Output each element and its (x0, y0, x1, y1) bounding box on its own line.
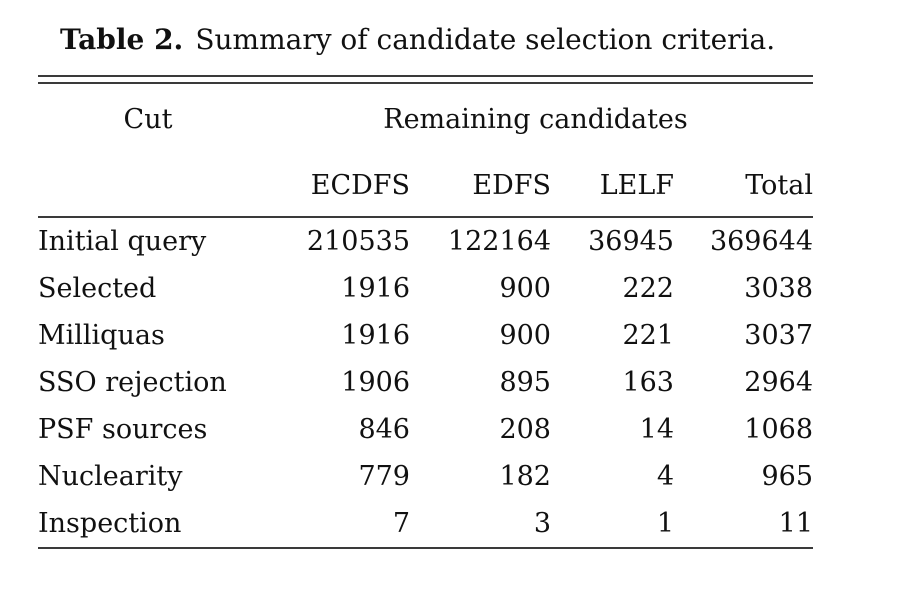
column-header-edfs: EDFS (472, 169, 551, 201)
cell-value: 208 (499, 414, 551, 445)
table-row: Selected 1916 900 222 3038 (38, 265, 813, 312)
table-row: Initial query 210535 122164 36945 369644 (38, 217, 813, 265)
cell-value: 4 (656, 461, 674, 492)
row-label: Initial query (38, 226, 207, 257)
cell-value: 900 (499, 320, 551, 351)
column-header-cut: Cut (123, 103, 173, 135)
row-label: Nuclearity (38, 461, 183, 492)
cell-value: 221 (622, 320, 674, 351)
cell-value: 1 (656, 508, 674, 539)
table-header: Cut Remaining candidates ECDFS EDFS LELF… (38, 84, 814, 217)
table-caption-label: Table 2. (60, 23, 184, 56)
cell-value: 1916 (341, 320, 410, 351)
cell-value: 3 (533, 508, 551, 539)
column-header-ecdfs: ECDFS (310, 169, 410, 201)
table-container: Cut Remaining candidates ECDFS EDFS LELF… (38, 75, 814, 549)
cell-value: 1906 (341, 367, 410, 398)
table-row: Milliquas 1916 900 221 3037 (38, 312, 813, 359)
cell-value: 210535 (306, 226, 410, 257)
row-label: SSO rejection (38, 367, 227, 398)
column-group-header: Remaining candidates (383, 103, 688, 135)
selection-criteria-table: Cut Remaining candidates ECDFS EDFS LELF… (38, 84, 814, 549)
row-label: Inspection (38, 508, 182, 539)
column-header-lelf: LELF (599, 169, 674, 201)
header-row-columns: ECDFS EDFS LELF Total (38, 154, 813, 217)
cell-value: 36945 (588, 226, 674, 257)
cell-value: 1916 (341, 273, 410, 304)
table-caption-text: Summary of candidate selection criteria. (195, 23, 776, 56)
cell-value: 369644 (709, 226, 814, 257)
cell-value: 3038 (744, 273, 814, 304)
cell-value: 11 (778, 508, 814, 539)
cell-value: 900 (499, 273, 551, 304)
table-body: Initial query 210535 122164 36945 369644 Sele… (38, 217, 813, 548)
cell-value: 7 (392, 508, 410, 539)
column-header-spacer (38, 154, 258, 217)
table-caption: Table 2. Summary of candidate selection c… (60, 22, 904, 58)
row-label: Milliquas (38, 320, 165, 351)
header-row-group: Cut Remaining candidates (38, 84, 813, 154)
top-double-rule (38, 75, 813, 84)
cell-value: 846 (358, 414, 410, 445)
cell-value: 222 (622, 273, 674, 304)
cell-value: 1068 (744, 414, 814, 445)
cell-value: 163 (622, 367, 674, 398)
cell-value: 122164 (447, 226, 551, 257)
cell-value: 895 (499, 367, 551, 398)
cell-value: 14 (639, 414, 674, 445)
cell-value: 3037 (744, 320, 814, 351)
table-row: PSF sources 846 208 14 1068 (38, 406, 813, 453)
row-label: Selected (38, 273, 157, 304)
cell-value: 182 (499, 461, 551, 492)
cell-value: 2964 (744, 367, 814, 398)
table-row: Nuclearity 779 182 4 965 (38, 453, 813, 500)
table-row: Inspection 7 3 1 11 (38, 500, 813, 548)
row-label: PSF sources (38, 414, 208, 445)
column-header-total: Total (745, 169, 814, 201)
cell-value: 965 (761, 461, 814, 492)
table-row: SSO rejection 1906 895 163 2964 (38, 359, 813, 406)
cell-value: 779 (358, 461, 410, 492)
